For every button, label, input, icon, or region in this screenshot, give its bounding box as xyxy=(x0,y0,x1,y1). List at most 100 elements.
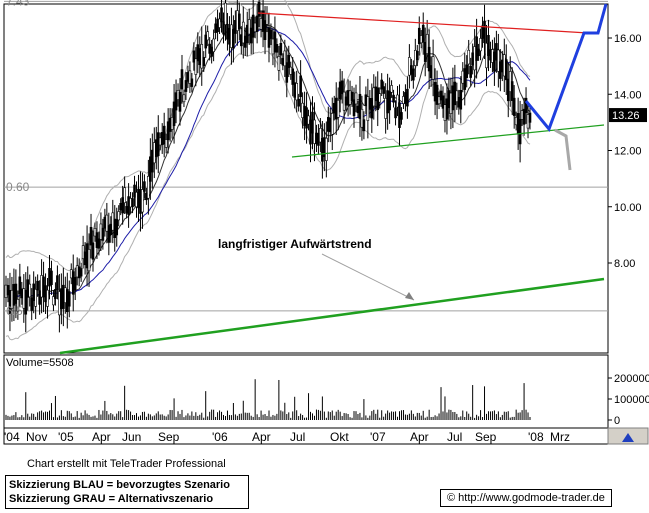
price-candle xyxy=(362,119,366,132)
price-candle xyxy=(277,56,281,71)
reference-label: 6.5 xyxy=(6,304,23,318)
price-candle xyxy=(479,38,482,52)
x-tick-label: Jul xyxy=(447,430,462,444)
volume-tick-label: 0 xyxy=(614,415,620,427)
volume-tick-label: 100000 xyxy=(614,394,649,406)
upper-band xyxy=(5,0,531,272)
price-candle xyxy=(192,50,196,63)
price-candle xyxy=(510,81,514,101)
price-candle xyxy=(222,21,225,35)
price-candle xyxy=(382,86,385,94)
price-candle xyxy=(483,20,486,44)
price-candle xyxy=(38,290,41,305)
price-tick-label: 8.00 xyxy=(614,258,635,270)
price-tick-label: 14.00 xyxy=(614,89,642,101)
price-candle xyxy=(275,44,279,53)
price-candle xyxy=(172,101,176,127)
reference-label: 7.43 xyxy=(6,0,30,8)
price-candle xyxy=(459,90,463,110)
price-candle xyxy=(455,90,459,103)
price-candle xyxy=(265,13,269,25)
price-candle xyxy=(257,1,261,17)
price-candle xyxy=(325,137,328,161)
resistance-line xyxy=(257,12,589,34)
price-candle xyxy=(190,78,194,87)
price-candle xyxy=(34,289,37,307)
price-candle xyxy=(400,112,403,120)
price-candle xyxy=(273,31,277,53)
price-candle xyxy=(287,54,291,68)
price-candle xyxy=(174,92,178,111)
price-candle xyxy=(378,93,382,103)
x-tick-label: Jun xyxy=(122,430,141,444)
price-candle xyxy=(297,98,300,107)
price-candle xyxy=(528,112,532,123)
price-candle xyxy=(147,176,150,199)
price-candle xyxy=(52,296,55,306)
source-url[interactable]: © http://www.godmode-trader.de xyxy=(440,489,612,507)
price-candle xyxy=(467,49,471,65)
price-candle xyxy=(188,70,192,84)
price-candle xyxy=(477,48,480,57)
price-candle xyxy=(285,62,289,83)
price-candle xyxy=(16,299,20,312)
x-tick-label: Apr xyxy=(92,430,111,444)
price-candle xyxy=(105,214,109,232)
price-candle xyxy=(291,68,295,85)
legend-gray: Skizzierung GRAU = Alternativszenario xyxy=(9,493,214,505)
volume-tick-label: 200000 xyxy=(614,373,649,385)
price-candle xyxy=(263,20,267,41)
price-candle xyxy=(131,198,134,208)
x-tick-label: '04 xyxy=(4,430,20,444)
volume-label: Volume=5508 xyxy=(6,357,74,369)
x-tick-label: Apr xyxy=(410,430,429,444)
price-candle xyxy=(340,80,344,95)
price-candle xyxy=(164,139,168,148)
price-candle xyxy=(241,21,245,44)
chart-credit: Chart erstellt mit TeleTrader Profession… xyxy=(27,458,226,470)
price-candle xyxy=(350,91,354,101)
price-candle xyxy=(182,94,186,103)
price-candle xyxy=(279,43,283,56)
price-candle xyxy=(202,57,206,67)
x-tick-label: '07 xyxy=(370,430,386,444)
x-tick-label: Sep xyxy=(158,430,180,444)
x-tick-label: Jul xyxy=(290,430,305,444)
price-candle xyxy=(141,189,144,213)
price-candle xyxy=(30,297,34,311)
long-term-trendline xyxy=(59,277,605,355)
price-candle xyxy=(133,184,136,198)
price-candle xyxy=(89,226,93,246)
price-candle xyxy=(392,94,395,103)
price-candle xyxy=(352,99,356,117)
price-candle xyxy=(218,18,221,28)
price-candle xyxy=(56,275,59,290)
price-candle xyxy=(18,276,22,295)
price-candle xyxy=(73,277,77,291)
price-candle xyxy=(232,29,235,49)
price-candle xyxy=(194,58,198,75)
price-candle xyxy=(123,187,126,204)
price-candle xyxy=(487,34,490,57)
price-candle xyxy=(380,79,383,90)
price-candle xyxy=(178,92,182,112)
price-candle xyxy=(28,283,32,298)
price-candle xyxy=(388,91,391,111)
price-candle xyxy=(421,24,425,43)
scroll-button[interactable] xyxy=(607,427,649,445)
reference-label: 0.60 xyxy=(6,180,30,194)
blue-scenario xyxy=(524,3,608,132)
price-candle xyxy=(445,98,449,120)
price-candle xyxy=(358,93,362,119)
price-candle xyxy=(497,49,500,72)
annotation-arrow xyxy=(321,253,415,301)
price-candle xyxy=(255,15,259,32)
x-tick-label: Mrz xyxy=(550,430,570,444)
price-candle xyxy=(336,99,340,118)
price-candle xyxy=(425,34,429,54)
price-candle xyxy=(269,29,273,39)
price-candle xyxy=(518,119,522,145)
price-candle xyxy=(247,19,251,35)
x-tick-label: Okt xyxy=(330,430,349,444)
